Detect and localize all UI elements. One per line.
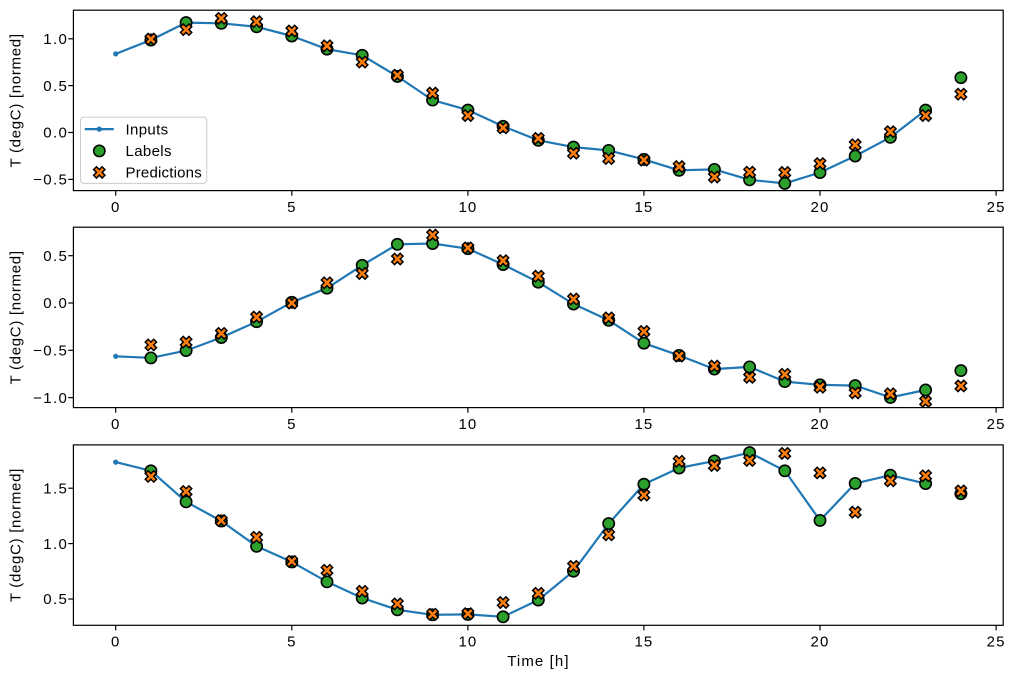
- svg-text:10: 10: [458, 416, 477, 433]
- svg-text:0.5: 0.5: [43, 248, 68, 265]
- svg-text:Predictions: Predictions: [126, 165, 202, 182]
- svg-text:T (degC) [normed]: T (degC) [normed]: [7, 33, 24, 167]
- svg-text:−0.5: −0.5: [33, 172, 68, 189]
- svg-text:Inputs: Inputs: [126, 121, 169, 138]
- svg-text:20: 20: [811, 199, 830, 216]
- svg-text:T (degC) [normed]: T (degC) [normed]: [7, 468, 24, 602]
- svg-text:5: 5: [287, 416, 296, 433]
- svg-text:0.5: 0.5: [43, 591, 68, 608]
- svg-text:1.5: 1.5: [43, 480, 68, 497]
- svg-text:20: 20: [811, 416, 830, 433]
- svg-text:0.5: 0.5: [43, 78, 68, 95]
- svg-text:T (degC) [normed]: T (degC) [normed]: [7, 250, 24, 384]
- svg-text:20: 20: [811, 634, 830, 651]
- svg-text:5: 5: [287, 634, 296, 651]
- svg-text:0: 0: [111, 199, 120, 216]
- svg-text:25: 25: [987, 199, 1006, 216]
- svg-text:0: 0: [111, 634, 120, 651]
- svg-text:10: 10: [458, 199, 477, 216]
- svg-text:15: 15: [634, 416, 653, 433]
- svg-text:5: 5: [287, 199, 296, 216]
- svg-text:−1.0: −1.0: [33, 390, 68, 407]
- svg-text:−0.5: −0.5: [33, 343, 68, 360]
- svg-text:1.0: 1.0: [43, 31, 68, 48]
- svg-text:25: 25: [987, 634, 1006, 651]
- svg-text:Labels: Labels: [126, 143, 172, 160]
- svg-text:0.0: 0.0: [43, 125, 68, 142]
- svg-text:1.0: 1.0: [43, 536, 68, 553]
- svg-text:0: 0: [111, 416, 120, 433]
- svg-text:0.0: 0.0: [43, 295, 68, 312]
- svg-text:15: 15: [634, 199, 653, 216]
- svg-text:15: 15: [634, 634, 653, 651]
- svg-text:10: 10: [458, 634, 477, 651]
- svg-text:Time [h]: Time [h]: [507, 653, 569, 670]
- svg-text:25: 25: [987, 416, 1006, 433]
